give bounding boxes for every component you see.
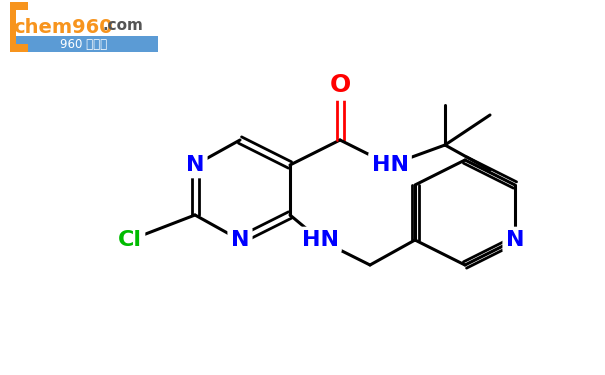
Text: N: N	[231, 230, 249, 250]
Text: .com: .com	[103, 18, 144, 33]
Text: chem960: chem960	[13, 18, 113, 37]
Bar	[10, 2, 28, 10]
Text: Cl: Cl	[118, 230, 142, 250]
Bar	[10, 2, 16, 52]
Bar	[10, 44, 28, 52]
Text: HN: HN	[371, 155, 408, 175]
Text: N: N	[506, 230, 525, 250]
Text: N: N	[186, 155, 204, 175]
Text: HN: HN	[301, 230, 339, 250]
Text: O: O	[329, 73, 351, 97]
FancyBboxPatch shape	[10, 36, 158, 52]
Text: 960 化工网: 960 化工网	[60, 38, 108, 51]
